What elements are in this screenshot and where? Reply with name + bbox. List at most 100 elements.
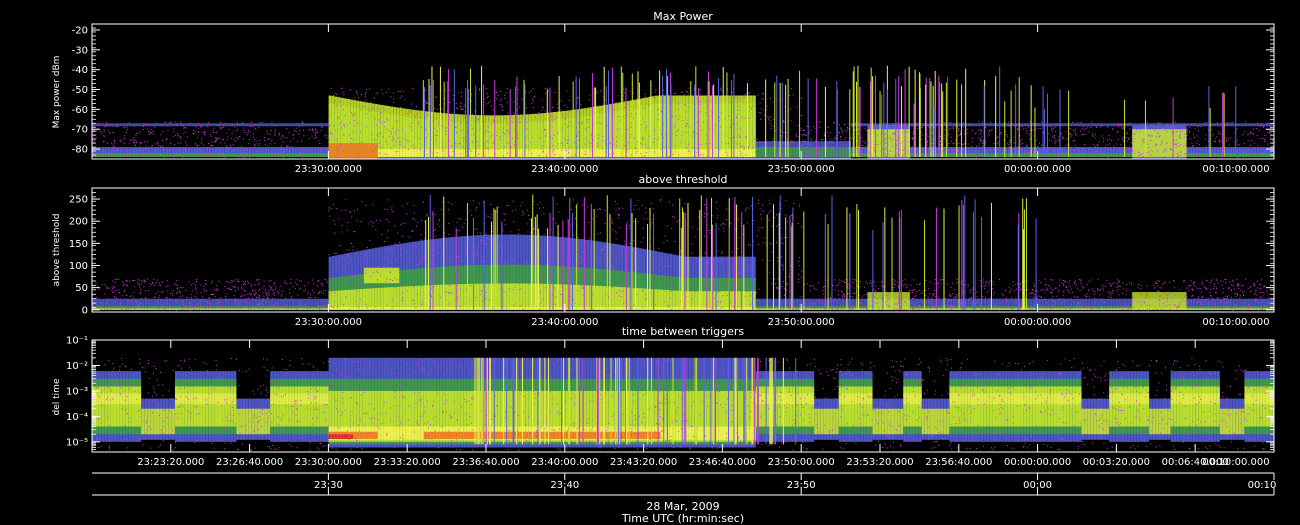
power-speckle xyxy=(302,122,304,124)
power-speckle xyxy=(1056,123,1058,125)
power-speckle xyxy=(1263,125,1265,127)
thr-density-yellow xyxy=(731,307,735,310)
thr-density-yellowgreen xyxy=(516,283,520,310)
power-speckle xyxy=(441,108,443,110)
power-density-band xyxy=(1081,123,1085,127)
power-speckle xyxy=(1095,125,1097,127)
power-speckle xyxy=(1211,135,1213,137)
power-speckle xyxy=(1020,140,1022,142)
power-density-band xyxy=(977,123,981,127)
power-speckle xyxy=(840,140,842,142)
power-speckle xyxy=(989,122,991,124)
thr-density-green xyxy=(319,306,323,310)
power-speckle xyxy=(871,141,873,143)
power-density-band xyxy=(1109,123,1113,127)
power-speckle xyxy=(739,154,741,156)
power-speckle xyxy=(1082,128,1084,130)
power-speckle xyxy=(1016,124,1018,126)
power-speckle xyxy=(444,89,446,91)
power-density-blue xyxy=(964,147,968,158)
power-speckle xyxy=(700,103,702,105)
power-speckle xyxy=(957,121,959,123)
power-speckle xyxy=(585,137,587,139)
power-speckle xyxy=(1247,154,1249,156)
power-speckle xyxy=(143,154,145,156)
thr-density-blue xyxy=(218,298,222,310)
power-density-blue xyxy=(1050,147,1054,158)
power-speckle xyxy=(1249,131,1251,133)
power-speckle xyxy=(280,145,282,147)
power-speckle xyxy=(884,133,886,135)
thr-density-yellowgreen xyxy=(694,291,698,310)
power-speckle xyxy=(653,141,655,143)
power-density-green xyxy=(1026,153,1030,158)
thr-density-yellow xyxy=(516,307,520,310)
thr-density-yellowgreen xyxy=(712,291,716,310)
thr-density-yellow xyxy=(599,307,603,310)
power-speckle xyxy=(1036,145,1038,147)
power-speckle xyxy=(246,133,248,135)
thr-density-yellow xyxy=(749,307,753,310)
thr-density-green xyxy=(168,306,172,310)
thr-density-yellow xyxy=(362,307,366,310)
power-speckle xyxy=(173,156,175,158)
thr-density-yellowgreen xyxy=(583,285,587,310)
power-speckle xyxy=(385,140,387,142)
power-density-band xyxy=(313,123,317,127)
power-density-yellow xyxy=(562,149,566,158)
power-density-yellow xyxy=(473,149,477,158)
power-speckle xyxy=(577,131,579,133)
power-speckle xyxy=(1069,133,1071,135)
power-speckle xyxy=(217,125,219,127)
power-speckle xyxy=(166,149,168,151)
power-speckle xyxy=(1255,127,1257,129)
thr-density-blue xyxy=(254,298,258,310)
power-speckle xyxy=(507,152,509,154)
thr-density-blue xyxy=(270,298,274,310)
power-speckle xyxy=(242,156,244,158)
power-speckle xyxy=(962,126,964,128)
power-speckle xyxy=(948,143,950,145)
power-density-band xyxy=(930,123,934,127)
power-speckle xyxy=(877,134,879,136)
power-speckle xyxy=(926,134,928,136)
power-speckle xyxy=(1180,152,1182,154)
power-density-blue xyxy=(915,147,919,158)
power-density-green xyxy=(1023,153,1027,158)
power-speckle xyxy=(1230,137,1232,139)
power-speckle xyxy=(1195,153,1197,155)
power-speckle xyxy=(664,146,666,148)
thr-density-yellow xyxy=(746,307,750,310)
power-speckle xyxy=(921,127,923,129)
power-speckle xyxy=(566,90,568,92)
thr-density-blue xyxy=(786,298,790,310)
power-speckle xyxy=(719,126,721,128)
power-speckle xyxy=(792,94,794,96)
power-speckle xyxy=(1055,141,1057,143)
power-speckle xyxy=(825,145,827,147)
power-speckle xyxy=(1008,146,1010,148)
power-density-green xyxy=(181,153,185,158)
power-speckle xyxy=(496,91,498,93)
power-speckle xyxy=(1027,125,1029,127)
power-speckle xyxy=(1216,136,1218,138)
power-speckle xyxy=(1106,139,1108,141)
power-speckle xyxy=(312,150,314,152)
power-speckle xyxy=(401,138,403,140)
power-speckle xyxy=(140,149,142,151)
power-density-band xyxy=(1210,123,1214,127)
power-density-green xyxy=(156,153,160,158)
power-speckle xyxy=(460,106,462,108)
thr-density-green xyxy=(273,306,277,310)
thr-density-yellowgreen xyxy=(718,291,722,310)
power-speckle xyxy=(891,145,893,147)
power-speckle xyxy=(845,137,847,139)
power-speckle xyxy=(216,138,218,140)
thr-density-yellow xyxy=(380,307,384,310)
power-speckle xyxy=(463,105,465,107)
power-speckle xyxy=(806,155,808,157)
power-speckle xyxy=(1226,123,1228,125)
power-density-yellow xyxy=(528,149,532,158)
power-speckle xyxy=(92,131,94,133)
power-speckle xyxy=(139,145,141,147)
